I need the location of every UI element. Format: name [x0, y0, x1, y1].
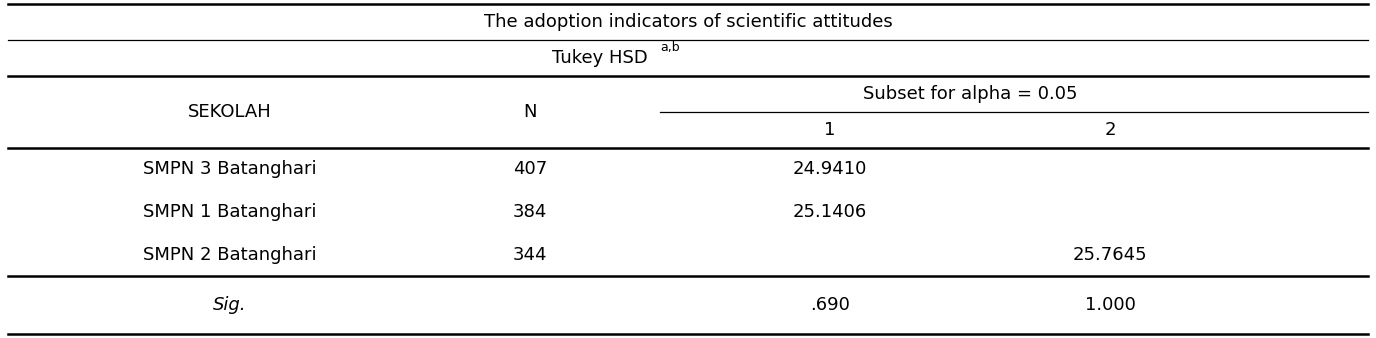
Text: 24.9410: 24.9410	[793, 160, 867, 178]
Text: Subset for alpha = 0.05: Subset for alpha = 0.05	[863, 85, 1077, 103]
Text: .690: .690	[810, 296, 850, 314]
Text: SEKOLAH: SEKOLAH	[189, 103, 272, 121]
Text: 384: 384	[513, 203, 548, 221]
Text: N: N	[523, 103, 537, 121]
Text: 25.7645: 25.7645	[1073, 246, 1148, 264]
Text: The adoption indicators of scientific attitudes: The adoption indicators of scientific at…	[483, 13, 893, 31]
Text: SMPN 3 Batanghari: SMPN 3 Batanghari	[143, 160, 316, 178]
Text: 1: 1	[824, 121, 835, 139]
Text: 407: 407	[513, 160, 548, 178]
Text: SMPN 2 Batanghari: SMPN 2 Batanghari	[143, 246, 316, 264]
Text: 344: 344	[513, 246, 548, 264]
Text: Tukey HSD: Tukey HSD	[552, 49, 648, 67]
Text: SMPN 1 Batanghari: SMPN 1 Batanghari	[143, 203, 316, 221]
Text: a,b: a,b	[660, 42, 680, 54]
Text: 25.1406: 25.1406	[793, 203, 867, 221]
Text: 2: 2	[1105, 121, 1116, 139]
Text: 1.000: 1.000	[1084, 296, 1135, 314]
Text: Sig.: Sig.	[213, 296, 246, 314]
